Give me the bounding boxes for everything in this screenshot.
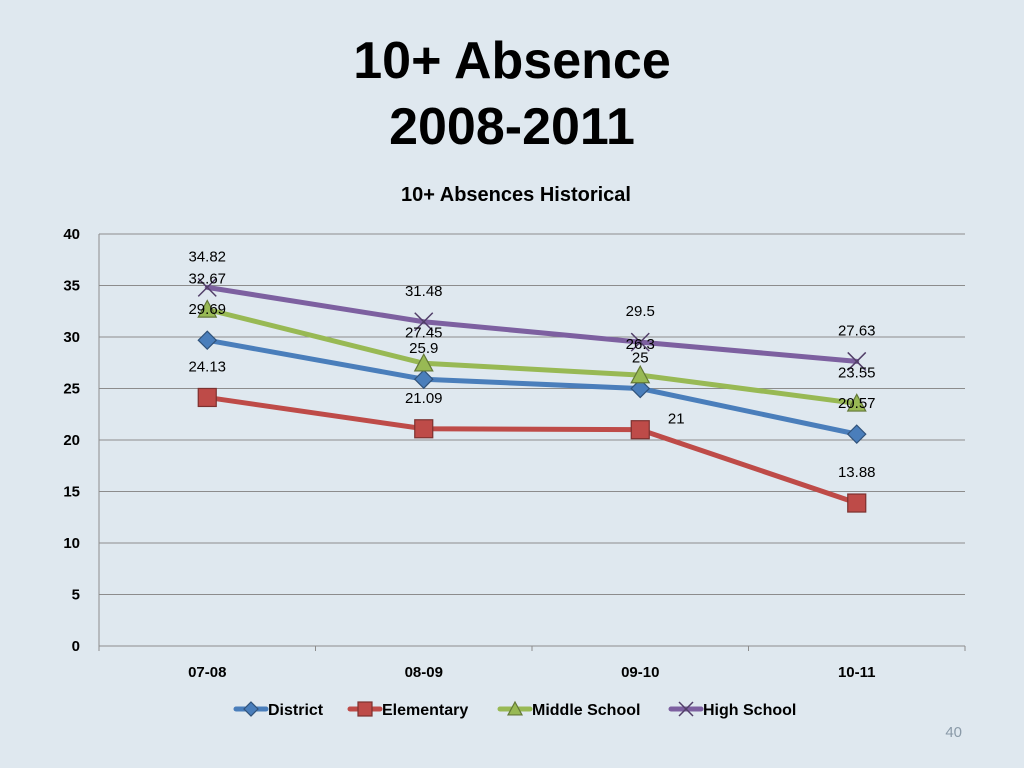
data-label: 29.5	[626, 303, 655, 320]
data-label: 32.67	[188, 270, 226, 287]
legend-label: District	[268, 702, 324, 719]
x-tick-label: 07-08	[188, 664, 226, 681]
slide-title-line-2: 2008-2011	[389, 98, 635, 156]
data-point	[197, 387, 217, 408]
data-label: 34.82	[188, 248, 226, 265]
series-line-middle-school	[204, 306, 860, 406]
data-point	[197, 299, 218, 318]
data-label: 13.88	[838, 464, 876, 481]
data-label: 31.48	[405, 283, 443, 300]
y-tick-label: 35	[63, 278, 80, 295]
data-label: 27.63	[838, 322, 876, 339]
y-tick-label: 5	[72, 587, 80, 604]
x-tick-label: 09-10	[621, 664, 659, 681]
series-line-district	[204, 337, 860, 437]
data-point	[413, 369, 434, 390]
data-point	[630, 378, 651, 399]
data-label: 29.69	[188, 301, 226, 318]
slide-title-line-1: 10+ Absence	[353, 32, 671, 90]
legend-label: Elementary	[382, 702, 468, 719]
slide-title: 10+ Absence 2008-2011	[0, 28, 1024, 160]
chart-title: 10+ Absences Historical	[401, 184, 631, 206]
data-point	[414, 419, 434, 439]
series-line-high-school	[204, 284, 860, 364]
legend-marker	[678, 701, 694, 717]
legend-marker	[357, 701, 373, 717]
series-line-elementary	[204, 394, 860, 506]
data-point	[197, 277, 217, 297]
data-label: 23.55	[838, 364, 876, 381]
data-label: 25	[632, 350, 649, 367]
data-point	[847, 351, 867, 371]
y-tick-label: 10	[63, 535, 80, 552]
legend-label: High School	[703, 702, 796, 719]
data-point	[630, 332, 650, 352]
data-point	[413, 353, 434, 372]
data-point	[630, 420, 650, 440]
y-tick-label: 25	[63, 381, 80, 398]
data-point	[847, 493, 867, 513]
x-tick-label: 10-11	[838, 664, 876, 681]
y-tick-label: 40	[63, 226, 80, 243]
data-label: 26.3	[626, 336, 655, 353]
data-label: 27.45	[405, 324, 443, 341]
legend-label: Middle School	[532, 702, 640, 719]
y-tick-label: 0	[72, 638, 80, 655]
legend-marker	[243, 701, 259, 717]
data-point	[846, 393, 867, 412]
data-label: 24.13	[188, 358, 226, 375]
data-label: 21	[668, 411, 685, 428]
legend-marker	[506, 700, 524, 716]
y-tick-label: 30	[63, 329, 80, 346]
page-number: 40	[945, 724, 962, 741]
data-point	[630, 364, 651, 384]
x-tick-label: 08-09	[405, 664, 443, 681]
y-tick-label: 15	[63, 484, 80, 501]
data-label: 25.9	[409, 340, 438, 357]
data-point	[414, 312, 434, 332]
data-label: 21.09	[405, 390, 443, 407]
data-point	[846, 424, 867, 444]
data-point	[197, 330, 218, 351]
data-label: 20.57	[838, 395, 876, 412]
y-tick-label: 20	[63, 432, 80, 449]
